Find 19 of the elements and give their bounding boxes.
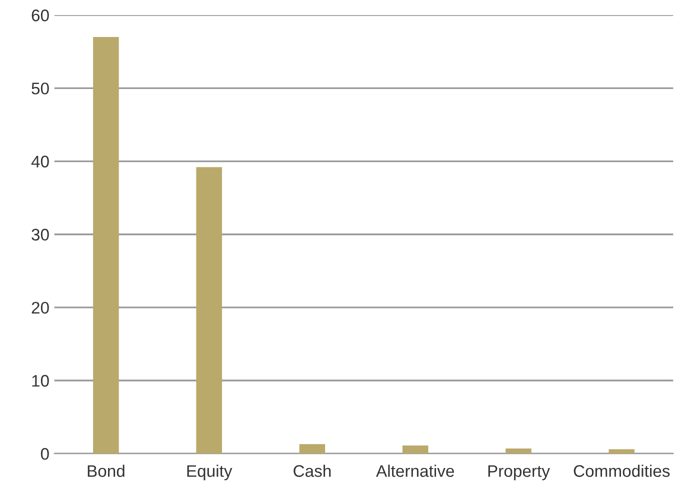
bar [299,444,326,454]
x-tick-label: Alternative [376,464,454,477]
x-tick-label: Property [488,465,550,480]
y-tick-label: 40 [31,156,49,168]
bar [196,167,222,454]
x-tick-label: Bond [88,464,124,477]
y-tick-label: 0 [40,448,49,460]
bar [506,448,532,454]
y-tick-label: 30 [32,228,49,241]
y-tick-label: 60 [32,10,49,22]
x-tick-label: Cash [294,464,331,477]
bar [608,449,635,454]
x-tick-label: Commodities [574,464,670,477]
bar [402,446,428,454]
bar [93,37,119,454]
y-tick-label: 20 [32,302,49,314]
y-tick-label: 10 [32,374,49,387]
y-tick-label: 50 [32,82,49,94]
x-tick-label: Equity [187,464,232,480]
